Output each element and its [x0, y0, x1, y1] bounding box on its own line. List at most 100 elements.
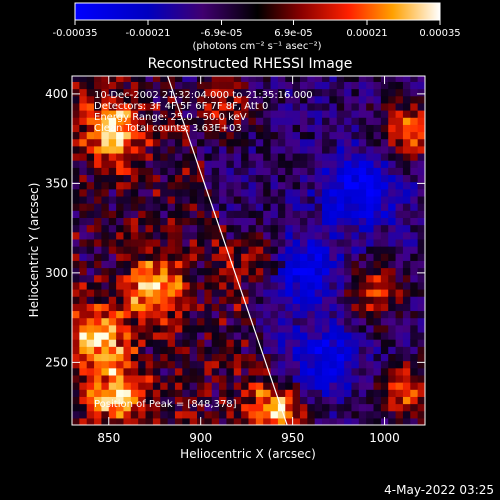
heatmap-cell — [241, 417, 250, 425]
heatmap-cell — [314, 410, 323, 419]
heatmap-cell — [79, 410, 88, 419]
heatmap-cell — [410, 260, 419, 269]
heatmap-cell — [299, 81, 308, 90]
heatmap-cell — [248, 131, 257, 140]
heatmap-cell — [417, 110, 425, 118]
heatmap-cell — [123, 81, 132, 90]
heatmap-cell — [233, 102, 242, 111]
heatmap-cell — [336, 231, 345, 240]
heatmap-cell — [197, 253, 205, 261]
heatmap-cell — [152, 76, 161, 82]
heatmap-cell — [255, 224, 264, 233]
heatmap-cell — [116, 310, 125, 319]
heatmap-cell — [211, 317, 220, 326]
heatmap-cell — [167, 310, 176, 319]
heatmap-cell — [108, 296, 117, 304]
heatmap-cell — [336, 324, 345, 333]
heatmap-cell — [307, 131, 316, 140]
heatmap-cell — [351, 160, 360, 168]
heatmap-cell — [226, 360, 235, 369]
heatmap-cell — [152, 267, 161, 276]
heatmap-cell — [86, 253, 95, 261]
heatmap-cell — [226, 410, 235, 419]
heatmap-cell — [351, 382, 360, 390]
heatmap-cell — [255, 339, 264, 347]
heatmap-cell — [373, 396, 382, 405]
heatmap-cell — [373, 353, 382, 362]
heatmap-cell — [307, 102, 316, 111]
heatmap-cell — [277, 231, 286, 240]
heatmap-cell — [255, 310, 264, 319]
heatmap-cell — [248, 117, 257, 125]
heatmap-cell — [182, 88, 191, 97]
heatmap-cell — [233, 238, 242, 247]
heatmap-cell — [307, 274, 316, 283]
heatmap-cell — [189, 81, 198, 90]
heatmap-cell — [255, 389, 264, 397]
heatmap-cell — [138, 374, 147, 383]
heatmap-cell — [373, 317, 382, 326]
heatmap-cell — [138, 203, 147, 211]
heatmap-cell — [116, 396, 125, 405]
heatmap-cell — [182, 145, 191, 154]
heatmap-cell — [86, 95, 95, 104]
heatmap-cell — [263, 124, 272, 133]
heatmap-cell — [248, 253, 257, 261]
heatmap-cell — [189, 403, 198, 412]
heatmap-cell — [373, 110, 382, 118]
heatmap-cell — [211, 296, 220, 304]
heatmap-cell — [116, 217, 125, 226]
heatmap-cell — [130, 389, 139, 397]
heatmap-cell — [145, 131, 154, 140]
heatmap-cell — [241, 346, 250, 355]
heatmap-cell — [292, 389, 301, 397]
heatmap-cell — [167, 167, 176, 176]
heatmap-cell — [336, 310, 345, 319]
heatmap-cell — [351, 367, 360, 376]
heatmap-cell — [138, 360, 147, 369]
heatmap-cell — [101, 117, 110, 125]
heatmap-cell — [189, 102, 198, 111]
heatmap-cell — [373, 138, 382, 147]
heatmap-cell — [189, 317, 198, 326]
heatmap-cell — [233, 131, 242, 140]
heatmap-cell — [197, 117, 205, 125]
heatmap-cell — [226, 246, 235, 254]
heatmap-cell — [380, 303, 389, 312]
heatmap-cell — [248, 203, 257, 211]
heatmap-cell — [380, 353, 389, 362]
heatmap-cell — [270, 360, 279, 369]
heatmap-cell — [167, 260, 176, 269]
heatmap-cell — [299, 324, 308, 333]
heatmap-cell — [160, 367, 169, 376]
heatmap-cell — [292, 267, 301, 276]
heatmap-cell — [380, 324, 389, 333]
heatmap-cell — [123, 76, 132, 82]
heatmap-cell — [373, 267, 382, 276]
heatmap-cell — [380, 81, 389, 90]
heatmap-cell — [410, 210, 419, 218]
heatmap-cell — [299, 160, 308, 168]
heatmap-cell — [344, 324, 353, 333]
heatmap-cell — [86, 224, 95, 233]
heatmap-cell — [219, 145, 228, 154]
heatmap-cell — [299, 88, 308, 97]
heatmap-cell — [101, 274, 110, 283]
heatmap-cell — [395, 81, 404, 90]
heatmap-cell — [167, 110, 176, 118]
heatmap-cell — [255, 181, 264, 190]
heatmap-cell — [336, 303, 345, 312]
heatmap-cell — [299, 131, 308, 140]
heatmap-cell — [86, 389, 95, 397]
heatmap-cell — [138, 288, 147, 297]
heatmap-cell — [263, 195, 272, 204]
heatmap-cell — [189, 131, 198, 140]
heatmap-cell — [219, 181, 228, 190]
heatmap-cell — [388, 346, 397, 355]
heatmap-cell — [182, 382, 191, 390]
heatmap-cell — [101, 324, 110, 333]
heatmap-cell — [145, 195, 154, 204]
heatmap-cell — [226, 88, 235, 97]
heatmap-cell — [116, 138, 125, 147]
heatmap-cell — [351, 353, 360, 362]
